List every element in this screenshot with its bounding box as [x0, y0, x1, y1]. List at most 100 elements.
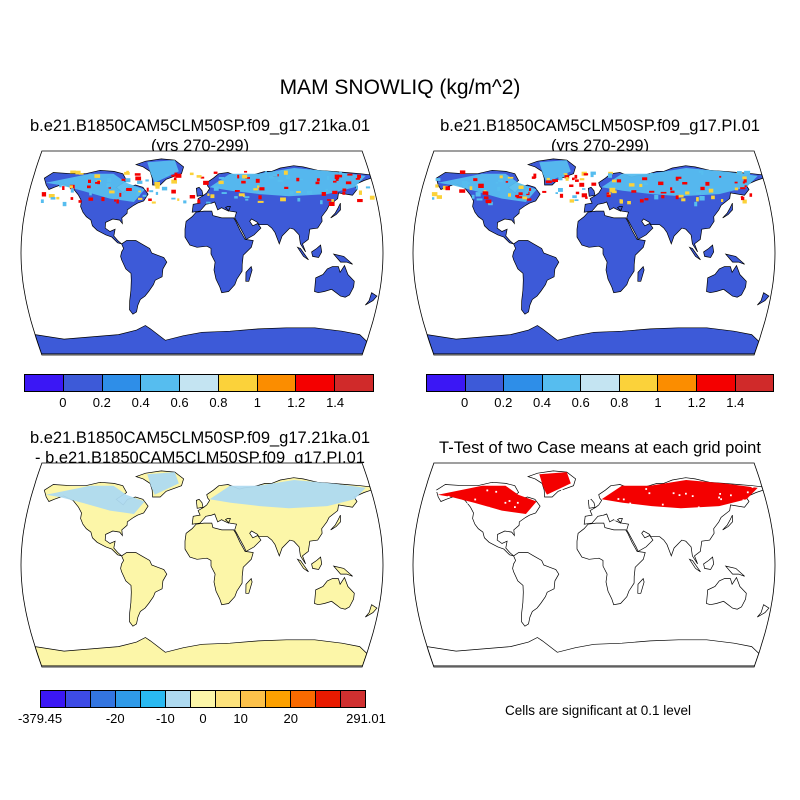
landmass-uk — [587, 498, 596, 509]
colorbar-21ka-tick-label: 1 — [253, 395, 261, 410]
colorbar-difference-tick-label: -20 — [105, 711, 125, 726]
colorbar-21ka-ticks: 0 0.2 0.4 0.6 0.8 1 1.2 1.4 — [24, 392, 374, 412]
snow-cell — [121, 178, 127, 181]
snow-cell — [749, 193, 753, 197]
landmass-south-america — [120, 240, 168, 315]
map-21ka — [20, 150, 384, 356]
colorbar-pi-swatch — [542, 375, 582, 391]
snow-cell — [339, 171, 342, 174]
snow-cell — [345, 181, 352, 185]
snow-cell — [189, 172, 194, 176]
snow-cell — [563, 173, 568, 177]
snow-cell — [432, 197, 435, 200]
nonsignificant-cell — [485, 510, 488, 513]
snow-cell — [484, 196, 489, 200]
snow-region — [539, 472, 571, 495]
snow-cell — [245, 198, 249, 201]
snow-cell — [161, 186, 168, 191]
nonsignificant-cell — [629, 502, 632, 505]
snow-cell — [88, 179, 91, 183]
snow-cell — [245, 177, 250, 179]
snow-cell — [346, 173, 353, 176]
map-border — [412, 150, 776, 356]
nonsignificant-cell — [467, 502, 470, 504]
nonsignificant-cell — [495, 490, 498, 493]
snow-cell — [559, 193, 564, 198]
snow-cell — [146, 187, 149, 192]
snow-cell — [719, 175, 722, 178]
map-border — [20, 462, 384, 668]
snow-cell — [134, 173, 141, 176]
colorbar-difference-swatch — [216, 691, 241, 707]
colorbar-21ka-swatch — [141, 375, 181, 391]
snow-cell — [315, 181, 320, 185]
nonsignificant-cell — [601, 515, 604, 518]
snow-cell — [283, 170, 288, 175]
nonsignificant-cell — [456, 501, 459, 504]
nonsignificant-cell — [447, 495, 450, 498]
nonsignificant-cell — [455, 501, 458, 504]
significance-note: Cells are significant at 0.1 level — [504, 703, 692, 718]
landmass-japan — [722, 202, 733, 219]
nonsignificant-cell — [549, 509, 552, 512]
snow-cell — [87, 185, 91, 189]
snow-cell — [337, 174, 343, 178]
snow-cell — [149, 190, 154, 193]
colorbar-difference-swatch — [116, 691, 141, 707]
snow-cell — [696, 191, 701, 195]
snow-cell — [705, 181, 710, 186]
snow-cell — [264, 171, 267, 175]
snow-cell — [569, 184, 574, 187]
snow-cell — [616, 179, 622, 183]
snow-region — [437, 173, 537, 202]
snow-cell — [88, 197, 94, 201]
nonsignificant-cell — [743, 518, 746, 520]
landmass-africa — [184, 210, 254, 294]
snow-cell — [581, 193, 587, 198]
snow-cell — [608, 171, 613, 175]
snow-cell — [569, 199, 575, 203]
snow-cell — [435, 184, 439, 188]
colorbar-difference-swatch — [266, 691, 291, 707]
snow-cell — [643, 180, 647, 185]
snow-cell — [485, 199, 492, 204]
snow-cell — [221, 192, 227, 194]
nonsignificant-cell — [645, 488, 648, 490]
snow-cell — [476, 198, 483, 201]
colorbar-21ka-swatch — [335, 375, 374, 391]
colorbar-difference-ticks: -379.45 -20 -10 0 10 20 291.01 — [18, 708, 386, 728]
colorbar-pi-tick-label: 1.4 — [726, 395, 745, 410]
snow-cell — [242, 174, 248, 179]
panel-title-diff: b.e21.B1850CAM5CLM50SP.f09_g17.21ka.01 -… — [0, 428, 400, 468]
nonsignificant-cell — [435, 490, 438, 492]
snow-cell — [358, 190, 362, 195]
colorbar-21ka-swatch — [102, 375, 142, 391]
colorbar-21ka-tick-label: 0.2 — [92, 395, 111, 410]
snow-cell — [542, 190, 547, 193]
snow-cell — [296, 177, 300, 182]
snow-cell — [575, 179, 579, 182]
map-ttest — [412, 462, 776, 668]
snow-cell — [342, 173, 348, 176]
snow-cell — [478, 183, 484, 188]
nonsignificant-cell — [695, 509, 698, 512]
snow-cell — [660, 191, 667, 194]
snow-cell — [558, 176, 563, 181]
landmass-new-zealand — [365, 292, 378, 306]
map-pi — [412, 150, 776, 356]
colorbar-21ka-tick-label: 1.4 — [326, 395, 345, 410]
snow-cell — [269, 175, 275, 179]
snow-cell — [583, 173, 589, 176]
snow-cell — [50, 197, 56, 200]
snow-cell — [463, 183, 469, 188]
snow-cell — [257, 185, 260, 188]
snow-cell — [56, 196, 60, 200]
snow-region — [45, 485, 145, 514]
snow-cell — [642, 177, 648, 181]
snow-cell — [234, 190, 240, 192]
colorbar-pi-swatch — [465, 375, 505, 391]
snow-cell — [708, 188, 714, 193]
snow-cell — [461, 181, 468, 186]
snow-cell — [518, 185, 524, 189]
snow-cell — [675, 176, 682, 179]
